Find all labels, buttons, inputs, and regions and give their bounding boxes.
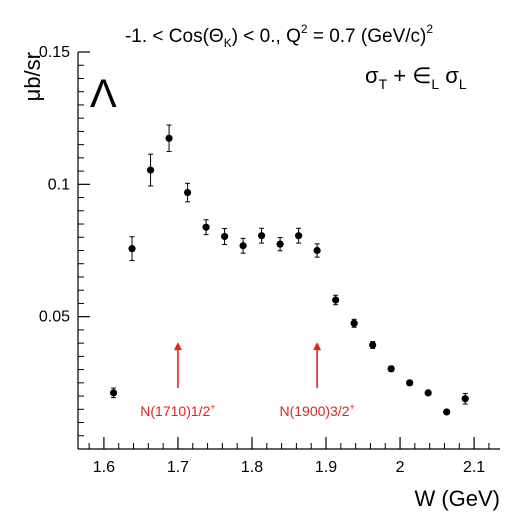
x-tick-label: 2 (396, 459, 405, 476)
data-point (369, 341, 377, 349)
annotation-arrowhead-n1900 (313, 342, 322, 351)
observable-label: σT + ∈L σL (365, 63, 467, 92)
data-point (258, 232, 266, 240)
annotation-label-n1900: N(1900)3/2+ (279, 402, 354, 419)
y-tick-label: 0.1 (48, 176, 70, 193)
data-point (220, 232, 229, 241)
data-point (276, 240, 284, 248)
data-point (295, 232, 303, 240)
data-point (387, 365, 395, 373)
data-point (461, 395, 469, 403)
data-point (183, 188, 192, 197)
data-point (239, 242, 247, 250)
data-point (406, 379, 414, 387)
x-tick-label: 1.9 (315, 459, 337, 476)
data-point (424, 389, 432, 397)
y-tick-label: 0.05 (39, 309, 70, 326)
data-point (443, 408, 451, 416)
data-point (128, 245, 136, 253)
y-axis-title: μb/sr (20, 52, 45, 101)
data-point (202, 223, 210, 231)
data-point (332, 296, 340, 304)
data-point (165, 134, 173, 142)
resonance-annotations: N(1710)1/2+ N(1900)3/2+ (140, 342, 355, 419)
data-point (313, 246, 321, 255)
data-point (146, 166, 155, 174)
x-tick-label: 1.7 (167, 459, 189, 476)
lambda-label: Λ (90, 72, 117, 116)
data-point (350, 319, 358, 327)
x-axis-title: W (GeV) (414, 486, 500, 511)
axis-tick-labels: 1.6 1.7 1.8 1.9 2 2.1 0.05 0.1 0.15 (39, 44, 485, 476)
annotation-arrowhead-n1710 (173, 342, 182, 351)
annotation-label-n1710: N(1710)1/2+ (140, 402, 215, 419)
data-point (109, 389, 118, 397)
y-tick-label: 0.15 (39, 44, 70, 61)
axis-ticks (78, 51, 490, 449)
plot-frame (77, 52, 500, 450)
chart-title: -1. < Cos(ΘK) < 0., Q2 = 0.7 (GeV/c)2 (125, 22, 433, 50)
x-tick-label: 1.6 (93, 459, 115, 476)
data-points (109, 124, 469, 416)
x-tick-label: 2.1 (463, 459, 485, 476)
x-tick-label: 1.8 (241, 459, 263, 476)
